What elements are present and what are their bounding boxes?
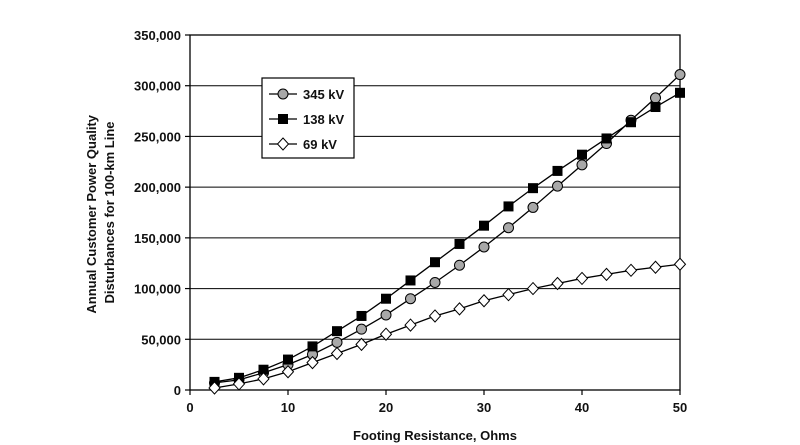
y-tick-label: 200,000 (134, 180, 181, 195)
data-point-69-kv (600, 267, 613, 282)
data-point-69-kv (453, 302, 466, 316)
data-point-69-kv (330, 346, 344, 361)
data-point-69-kv (673, 257, 687, 271)
legend-items: 345 kV 138 kV 69 kV (269, 87, 345, 152)
data-point-69-kv (526, 281, 540, 296)
data-point-69-kv (502, 287, 515, 302)
x-tick-label: 40 (575, 400, 589, 415)
y-axis-ticks: 0 50,000 100,000 150,000 200,000 250,000 300,0… (134, 28, 190, 398)
y-axis-title-line-1: Annual Customer Power Quality (84, 114, 99, 313)
data-point-69-kv (355, 337, 368, 352)
data-point-345-kv (331, 336, 343, 348)
y-axis-title: Annual Customer Power Quality Disturbanc… (84, 111, 117, 313)
x-tick-label: 50 (673, 400, 687, 415)
x-axis-title: Footing Resistance, Ohms (353, 428, 517, 443)
data-point-69-kv (281, 365, 295, 379)
legend-marker-138-kv (278, 114, 288, 124)
data-point-69-kv (649, 260, 662, 275)
data-point-138-kv (381, 293, 391, 304)
legend-label-345-kv: 345 kV (303, 87, 345, 102)
data-point-345-kv (429, 276, 441, 288)
y-axis-title-line-2: Disturbances for 100-km Line (102, 121, 117, 303)
x-tick-label: 0 (186, 400, 193, 415)
data-point-69-kv (257, 372, 270, 386)
data-point-345-kv (454, 259, 465, 271)
data-point-138-kv (528, 183, 538, 194)
x-tick-label: 20 (379, 400, 393, 415)
data-point-345-kv (380, 309, 392, 321)
data-point-69-kv (624, 263, 638, 278)
data-point-69-kv (232, 377, 246, 391)
legend-label-138-kv: 138 kV (303, 112, 345, 127)
data-point-69-kv (477, 294, 491, 308)
x-tick-label: 10 (281, 400, 295, 415)
legend-label-69-kv: 69 kV (303, 137, 337, 152)
data-point-138-kv (503, 201, 514, 212)
data-point-345-kv (503, 222, 514, 234)
data-point-138-kv (577, 149, 587, 160)
legend-box (261, 77, 355, 159)
legend-marker-345-kv (277, 88, 289, 100)
legend: 345 kV 138 kV 69 kV (261, 77, 355, 159)
y-tick-label: 100,000 (134, 282, 181, 297)
data-point-345-kv (478, 241, 490, 253)
data-point-345-kv (674, 69, 686, 81)
data-point-69-kv (575, 271, 589, 286)
data-point-138-kv (650, 102, 661, 113)
data-point-138-kv (405, 275, 416, 286)
data-point-345-kv (405, 293, 416, 305)
data-point-138-kv (454, 238, 465, 249)
y-tick-label: 150,000 (134, 231, 181, 246)
legend-marker-69-kv (276, 137, 290, 151)
plot-area (189, 34, 681, 391)
data-point-138-kv (626, 117, 636, 128)
data-point-138-kv (675, 87, 685, 98)
data-point-138-kv (601, 133, 612, 144)
data-point-138-kv (552, 165, 563, 176)
data-point-69-kv (551, 276, 564, 291)
data-point-138-kv (332, 326, 342, 337)
data-point-69-kv (306, 355, 319, 370)
data-point-138-kv (283, 354, 293, 365)
y-tick-label: 50,000 (141, 332, 181, 347)
x-tick-label: 30 (477, 400, 491, 415)
data-point-69-kv (404, 318, 417, 332)
y-tick-label: 0 (174, 383, 181, 398)
data-point-138-kv (430, 257, 440, 268)
data-point-345-kv (576, 159, 588, 171)
data-point-69-kv (428, 309, 442, 323)
data-point-345-kv (527, 201, 539, 213)
data-point-69-kv (208, 381, 221, 395)
data-point-345-kv (650, 92, 661, 104)
y-tick-label: 350,000 (134, 28, 181, 43)
data-point-138-kv (479, 220, 489, 231)
y-tick-label: 300,000 (134, 79, 181, 94)
data-point-345-kv (356, 323, 367, 335)
y-tick-label: 250,000 (134, 129, 181, 144)
data-point-69-kv (379, 327, 393, 341)
data-point-345-kv (552, 180, 563, 192)
data-point-138-kv (356, 310, 367, 321)
data-point-138-kv (307, 341, 318, 352)
series-markers (208, 69, 687, 395)
x-axis-ticks: 0 10 20 30 40 50 (186, 390, 687, 415)
